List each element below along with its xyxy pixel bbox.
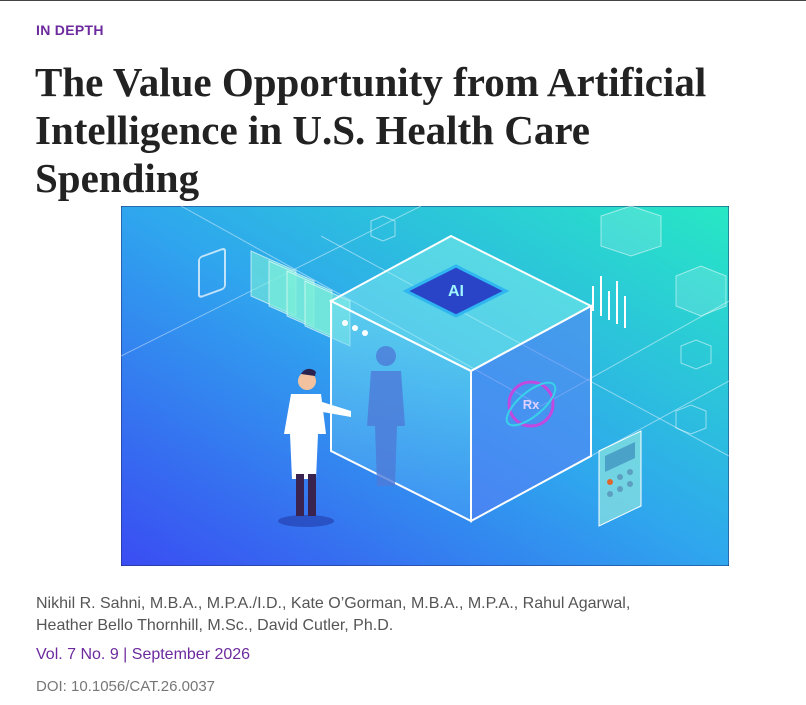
top-rule <box>0 0 806 1</box>
clipboard <box>198 247 226 298</box>
bar-lines <box>592 276 626 328</box>
chip-label: AI <box>448 283 464 300</box>
badge-label: Rx <box>523 397 540 412</box>
title-line: Spending <box>35 155 200 201</box>
kicker[interactable]: IN DEPTH <box>36 22 104 38</box>
authors: Nikhil R. Sahni, M.B.A., M.P.A./I.D., Ka… <box>36 593 776 637</box>
author-line: Heather Bello Thornhill, M.Sc., David Cu… <box>36 617 394 634</box>
doi: DOI: 10.1056/CAT.26.0037 <box>36 678 216 695</box>
cube: AI Rx <box>328 234 594 523</box>
author-line: Nikhil R. Sahni, M.B.A., M.P.A./I.D., Ka… <box>36 595 631 612</box>
hexagons <box>370 206 727 435</box>
article-title: The Value Opportunity from Artificial In… <box>35 58 706 202</box>
illustration: AI Rx <box>121 206 729 566</box>
calculator <box>598 430 642 527</box>
doctor <box>278 368 351 527</box>
title-line: The Value Opportunity from Artificial <box>35 59 707 105</box>
title-line: Intelligence in U.S. Health Care <box>35 107 590 153</box>
hologram-figure <box>367 346 405 486</box>
issue-link[interactable]: Vol. 7 No. 9 | September 2026 <box>36 646 251 663</box>
